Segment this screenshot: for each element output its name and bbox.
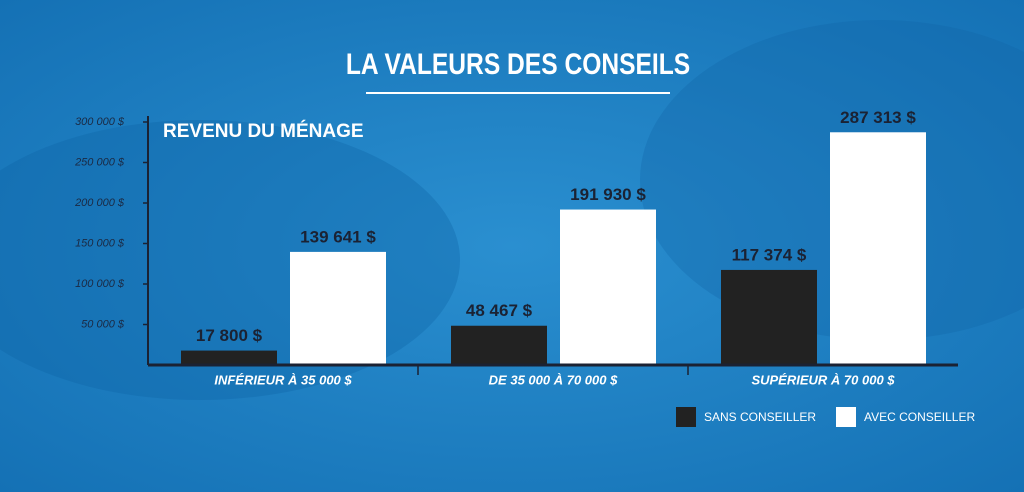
bar bbox=[830, 132, 926, 365]
y-tick-label: 300 000 $ bbox=[75, 116, 125, 128]
y-tick-label: 200 000 $ bbox=[74, 197, 125, 209]
bar bbox=[560, 209, 656, 365]
value-label: 48 467 $ bbox=[466, 301, 533, 320]
bar bbox=[451, 325, 547, 365]
bar bbox=[181, 350, 277, 365]
legend-swatch bbox=[836, 407, 856, 427]
value-label: 117 374 $ bbox=[732, 245, 807, 264]
value-label: 287 313 $ bbox=[840, 108, 916, 127]
value-label: 17 800 $ bbox=[196, 326, 263, 345]
chart-title: LA VALEURS DES CONSEILS bbox=[346, 47, 690, 81]
value-label: 139 641 $ bbox=[300, 227, 376, 246]
y-tick-label: 50 000 $ bbox=[81, 318, 125, 330]
y-tick-label: 100 000 $ bbox=[75, 278, 125, 290]
bar bbox=[721, 269, 817, 365]
y-axis-label: REVENU DU MÉNAGE bbox=[163, 120, 364, 142]
legend-label: AVEC CONSEILLER bbox=[864, 410, 975, 424]
y-tick-label: 250 000 $ bbox=[74, 156, 125, 168]
legend-label: SANS CONSEILLER bbox=[704, 410, 816, 424]
x-tick-label: DE 35 000 À 70 000 $ bbox=[489, 372, 618, 387]
bar bbox=[290, 251, 386, 365]
x-tick-label: INFÉRIEUR À 35 000 $ bbox=[214, 372, 352, 387]
value-label: 191 930 $ bbox=[570, 185, 646, 204]
x-tick-label: SUPÉRIEUR À 70 000 $ bbox=[751, 372, 895, 387]
legend-swatch bbox=[676, 407, 696, 427]
y-tick-label: 150 000 $ bbox=[75, 237, 125, 249]
